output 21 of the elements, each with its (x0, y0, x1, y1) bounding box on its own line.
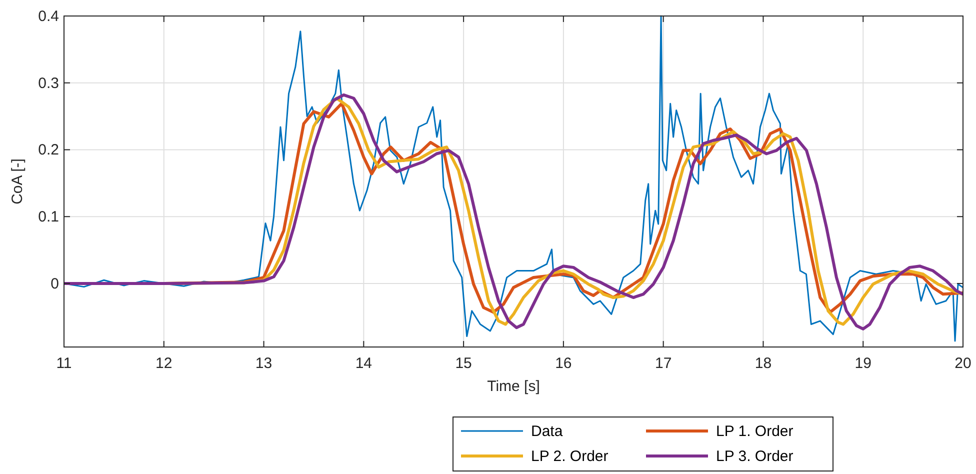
x-tick-label: 11 (56, 355, 72, 372)
legend-label: LP 3. Order (716, 448, 794, 465)
y-tick-label: 0.3 (38, 74, 59, 92)
y-tick-label: 0.1 (38, 208, 59, 226)
y-tick-label: 0.2 (38, 142, 59, 159)
legend-label: Data (531, 423, 564, 440)
x-tick-label: 12 (156, 355, 172, 372)
y-axis-title: CoA [-] (9, 158, 26, 204)
x-tick-label: 15 (455, 355, 472, 372)
legend-label: LP 2. Order (531, 448, 608, 465)
x-tick-label: 20 (954, 355, 972, 372)
y-tick-label: 0 (50, 275, 59, 292)
x-tick-label: 16 (555, 355, 572, 372)
x-axis-title: Time [s] (487, 378, 540, 395)
y-tick-label: 0.4 (38, 8, 59, 25)
x-tick-label: 18 (754, 355, 772, 372)
x-tick-label: 19 (854, 355, 872, 372)
x-tick-label: 13 (255, 355, 272, 372)
legend-label: LP 1. Order (716, 423, 794, 440)
x-tick-label: 17 (654, 355, 672, 372)
x-tick-label: 14 (355, 355, 372, 372)
